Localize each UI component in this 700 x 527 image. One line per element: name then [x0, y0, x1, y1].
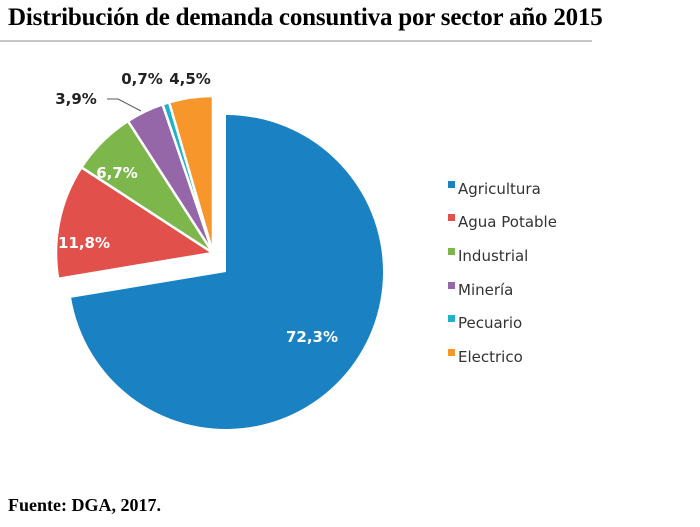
data-label-miner-a: 3,9%	[55, 90, 97, 108]
pie-slice-agricultura	[71, 115, 383, 430]
pie-slice-electrico	[167, 94, 215, 254]
legend-label: Electrico	[458, 347, 523, 366]
legend-swatch	[448, 348, 455, 356]
legend-swatch	[448, 247, 455, 255]
legend-swatch	[448, 214, 455, 222]
data-label-industrial: 6,7%	[96, 164, 138, 182]
pie-chart: 72,3% 11,8% 6,7% 3,9% 0,7% 4,5%	[54, 70, 383, 430]
legend-item: Agricultura	[448, 172, 557, 206]
data-label-pecuario: 0,7%	[121, 70, 163, 88]
chart-source: Fuente: DGA, 2017.	[8, 495, 161, 515]
data-label-agua-potable: 11,8%	[58, 234, 110, 252]
title-divider	[0, 40, 592, 42]
data-label-electrico: 4,5%	[169, 70, 211, 88]
legend-item: Pecuario	[448, 306, 557, 340]
legend-label: Pecuario	[458, 314, 523, 333]
data-label-agricultura: 72,3%	[286, 328, 338, 346]
legend-label: Minería	[458, 280, 514, 299]
legend-item: Electrico	[448, 340, 557, 374]
legend-item: Industrial	[448, 239, 557, 273]
legend-item: Minería	[448, 273, 557, 307]
legend-swatch	[448, 180, 455, 188]
legend-label: Agricultura	[458, 179, 541, 198]
legend-label: Industrial	[458, 246, 529, 265]
leader-line-mineria	[107, 98, 142, 112]
legend-swatch	[448, 281, 455, 289]
chart-title: Distribución de demanda consuntiva por s…	[8, 4, 603, 31]
pie-slice-agua-potable	[54, 165, 217, 281]
legend-swatch	[448, 315, 455, 323]
chart-legend: Agricultura Agua Potable Industrial Minería…	[448, 172, 557, 374]
legend-item: Agua Potable	[448, 206, 557, 240]
legend-label: Agua Potable	[458, 213, 557, 232]
